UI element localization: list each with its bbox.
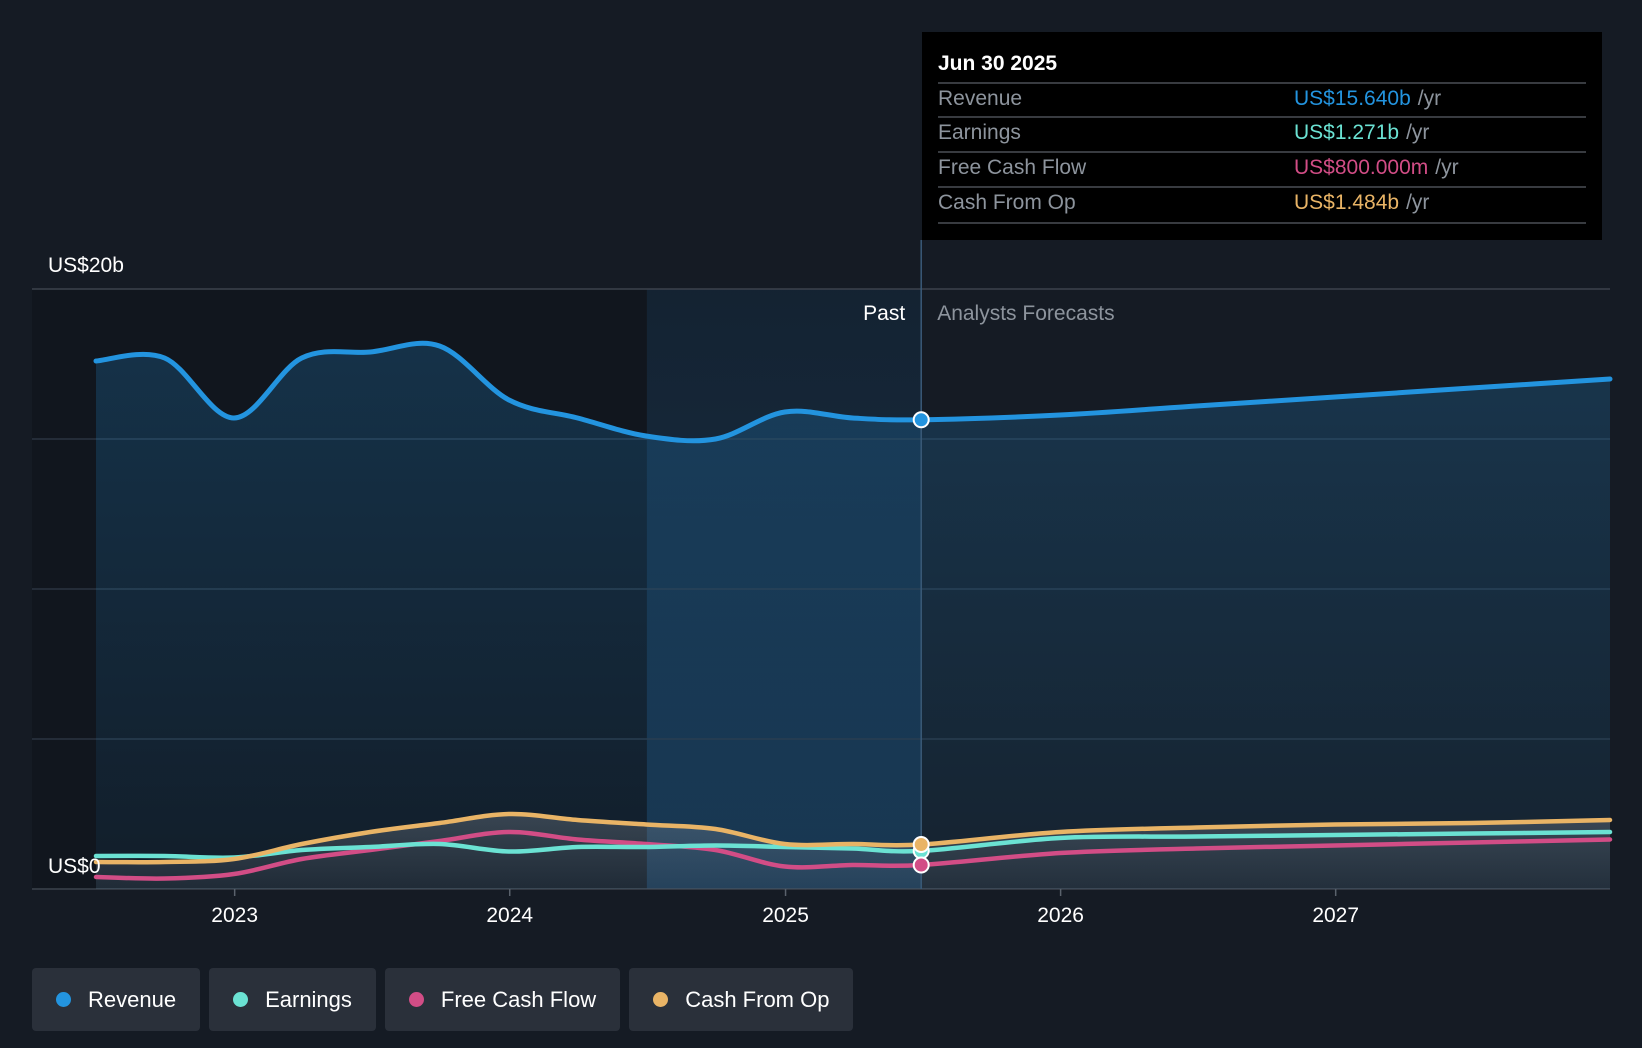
tooltip-row-unit: /yr (1418, 87, 1441, 110)
legend-item-free-cash-flow[interactable]: Free Cash Flow (384, 968, 621, 1031)
tooltip-row-unit: /yr (1406, 121, 1429, 144)
tooltip-row-label: Cash From Op (938, 191, 1076, 214)
tooltip-date: Jun 30 2025 (938, 52, 1057, 75)
free-cash-flow-line (93, 829, 1613, 881)
legend-label: Revenue (88, 986, 177, 1012)
legend-item-revenue[interactable]: Revenue (32, 968, 201, 1031)
y-axis-max-label: US$20b (48, 254, 124, 277)
legend-label: Cash From Op (685, 986, 830, 1012)
tooltip-row-value: US$1.271b (1294, 121, 1399, 144)
analysts-forecasts-label: Analysts Forecasts (937, 302, 1114, 325)
free-cash-flow-marker (912, 856, 930, 874)
tooltip-row-unit: /yr (1435, 156, 1458, 179)
legend-item-earnings[interactable]: Earnings (209, 968, 376, 1031)
earnings-dot-icon (233, 992, 249, 1007)
revenue-dot-icon (56, 992, 71, 1007)
cash-from-op-line (93, 811, 1613, 865)
earnings-line (93, 829, 1613, 860)
revenue-area (96, 343, 1610, 890)
cash-from-op-marker (912, 835, 930, 853)
legend-label: Earnings (265, 986, 352, 1012)
tooltip-row-value: US$15.640b (1294, 87, 1411, 110)
x-tick-label: 2024 (486, 904, 533, 927)
past-label: Past (863, 302, 905, 325)
revenue-line (93, 340, 1613, 444)
legend-item-cash-from-op[interactable]: Cash From Op (629, 968, 854, 1031)
tooltip-row-value: US$1.484b (1294, 191, 1399, 214)
tooltip-row-label: Revenue (938, 87, 1022, 110)
legend-label: Free Cash Flow (440, 986, 597, 1012)
tooltip-row-unit: /yr (1406, 191, 1429, 214)
tooltip-row-label: Free Cash Flow (938, 156, 1087, 179)
tooltip-row-value: US$800.000m (1294, 156, 1428, 179)
free-cash-flow-dot-icon (408, 992, 424, 1007)
x-tick-label: 2027 (1312, 904, 1359, 927)
tooltip-row-label: Earnings (938, 121, 1021, 144)
cash-from-op-dot-icon (653, 992, 669, 1007)
revenue-marker (912, 411, 930, 429)
lower-series-area (96, 813, 1610, 889)
tooltip-background (922, 32, 1602, 240)
x-tick-label: 2026 (1037, 904, 1084, 927)
y-axis-zero-label: US$0 (48, 855, 101, 878)
x-tick-label: 2023 (211, 904, 258, 927)
x-tick-label: 2025 (762, 904, 809, 927)
legend: Revenue Earnings Free Cash Flow Cash Fro… (32, 968, 854, 1031)
tooltip: Jun 30 2025 Revenue US$15.640b/yr Earnings… (922, 32, 1602, 240)
